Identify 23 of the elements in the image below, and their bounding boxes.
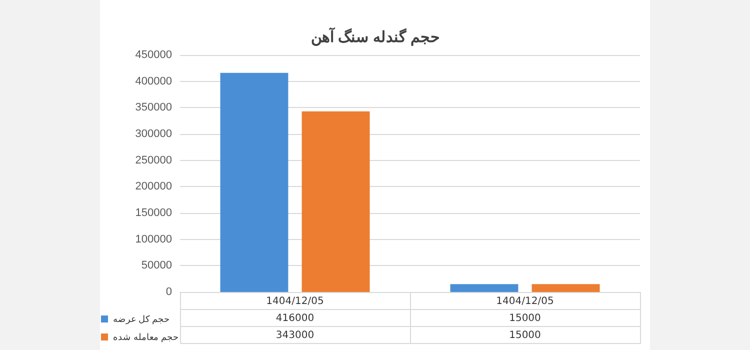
y-tick-label: 150000 [135,207,172,219]
y-tick-label: 200000 [135,180,172,193]
bar [220,72,288,292]
data-label: 343000 [180,326,410,344]
y-tick-label: 400000 [135,75,172,88]
y-tick-label: 50000 [141,260,172,272]
x-tick-label: 1404/12/05 [180,292,410,310]
bar [450,284,518,292]
y-tick-label: 0 [166,286,172,298]
bar [532,284,600,292]
y-tick-label: 350000 [135,102,172,114]
legend-label: حجم کل عرضه [113,314,170,325]
y-tick-label: 100000 [135,233,172,246]
legend-label: حجم معامله شده [113,332,180,343]
data-label: 15000 [410,310,640,326]
x-tick-label: 1404/12/05 [410,292,640,310]
data-label: 15000 [410,326,640,344]
y-tick-label: 450000 [135,49,172,61]
data-label: 416000 [180,310,410,326]
y-tick-label: 250000 [135,154,172,166]
y-tick-label: 300000 [135,128,172,140]
bar [302,111,370,292]
chart-title: حجم گندله سنگ آهن [310,27,440,46]
